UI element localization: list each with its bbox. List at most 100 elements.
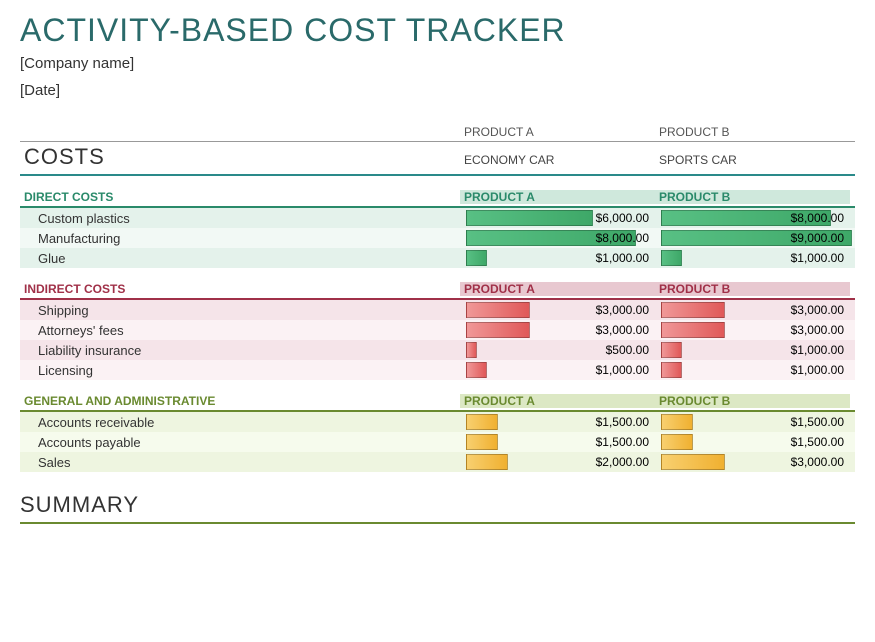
table-row: Liability insurance $500.00 $1,000.00: [20, 340, 855, 360]
databar: [661, 302, 725, 318]
section-title: DIRECT COSTS: [20, 190, 460, 204]
table-row: Glue $1,000.00 $1,000.00: [20, 248, 855, 268]
col-b-header: PRODUCT B: [655, 190, 850, 204]
value-cell-b: $1,000.00: [655, 249, 850, 267]
product-a-name: ECONOMY CAR: [464, 153, 554, 167]
databar: [466, 342, 477, 358]
section-direct: DIRECT COSTSPRODUCT APRODUCT BCustom pla…: [20, 190, 855, 268]
row-label: Sales: [20, 455, 460, 470]
section-header: INDIRECT COSTSPRODUCT APRODUCT B: [20, 282, 855, 300]
databar: [466, 414, 498, 430]
col-a-header: PRODUCT A: [460, 394, 655, 408]
table-row: Manufacturing$8,000.00 $9,000.00: [20, 228, 855, 248]
section-header: GENERAL AND ADMINISTRATIVEPRODUCT APRODU…: [20, 394, 855, 412]
row-label: Licensing: [20, 363, 460, 378]
row-label: Accounts payable: [20, 435, 460, 450]
value-cell-b: $3,000.00: [655, 321, 850, 339]
row-label: Attorneys' fees: [20, 323, 460, 338]
databar: [466, 362, 487, 378]
databar: [466, 302, 530, 318]
databar: [466, 250, 487, 266]
value-text: $3,000.00: [791, 303, 844, 317]
value-cell-b: $3,000.00: [655, 301, 850, 319]
value-text: $3,000.00: [596, 303, 649, 317]
value-text: $3,000.00: [791, 323, 844, 337]
value-text: $1,000.00: [791, 343, 844, 357]
col-b-header: PRODUCT B: [655, 394, 850, 408]
product-b-name: SPORTS CAR: [659, 153, 737, 167]
value-text: $9,000.00: [791, 231, 844, 245]
date-placeholder: [Date]: [20, 82, 855, 99]
row-label: Liability insurance: [20, 343, 460, 358]
value-cell-a: $3,000.00: [460, 321, 655, 339]
value-text: $1,000.00: [791, 251, 844, 265]
row-label: Manufacturing: [20, 231, 460, 246]
costs-heading-row: COSTS ECONOMY CAR SPORTS CAR: [20, 144, 855, 176]
value-cell-b: $1,000.00: [655, 361, 850, 379]
value-text: $1,000.00: [791, 363, 844, 377]
table-row: Attorneys' fees $3,000.00 $3,000.00: [20, 320, 855, 340]
company-name-placeholder: [Company name]: [20, 55, 855, 72]
section-title: GENERAL AND ADMINISTRATIVE: [20, 394, 460, 408]
databar: [661, 414, 693, 430]
value-text: $1,500.00: [596, 415, 649, 429]
value-text: $1,500.00: [596, 435, 649, 449]
row-label: Shipping: [20, 303, 460, 318]
value-text: $1,500.00: [791, 435, 844, 449]
value-text: $1,000.00: [596, 363, 649, 377]
col-a-header: PRODUCT A: [460, 282, 655, 296]
value-cell-b: $8,000.00: [655, 209, 850, 227]
databar: [466, 454, 508, 470]
row-label: Glue: [20, 251, 460, 266]
value-text: $1,500.00: [791, 415, 844, 429]
databar: [661, 250, 682, 266]
table-row: Accounts payable $1,500.00 $1,500.00: [20, 432, 855, 452]
section-ga: GENERAL AND ADMINISTRATIVEPRODUCT APRODU…: [20, 394, 855, 472]
value-text: $8,000.00: [791, 211, 844, 225]
table-row: Sales $2,000.00 $3,000.00: [20, 452, 855, 472]
value-cell-b: $1,500.00: [655, 433, 850, 451]
databar: [661, 342, 682, 358]
product-a-title: PRODUCT A: [460, 125, 655, 139]
row-label: Custom plastics: [20, 211, 460, 226]
value-text: $500.00: [606, 343, 649, 357]
table-row: Licensing $1,000.00 $1,000.00: [20, 360, 855, 380]
databar: [466, 322, 530, 338]
value-cell-a: $8,000.00: [460, 229, 655, 247]
value-text: $3,000.00: [791, 455, 844, 469]
row-label: Accounts receivable: [20, 415, 460, 430]
databar: [661, 434, 693, 450]
databar: [661, 322, 725, 338]
value-cell-a: $1,500.00: [460, 433, 655, 451]
databar: [661, 362, 682, 378]
databar: [661, 454, 725, 470]
summary-heading-row: SUMMARY: [20, 492, 855, 524]
table-row: Shipping $3,000.00 $3,000.00: [20, 300, 855, 320]
value-cell-a: $500.00: [460, 341, 655, 359]
table-row: Custom plastics $6,000.00 $8,000.00: [20, 208, 855, 228]
value-cell-a: $1,000.00: [460, 361, 655, 379]
section-header: DIRECT COSTSPRODUCT APRODUCT B: [20, 190, 855, 208]
col-a-header: PRODUCT A: [460, 190, 655, 204]
databar: [466, 434, 498, 450]
value-cell-b: $1,000.00: [655, 341, 850, 359]
value-text: $6,000.00: [596, 211, 649, 225]
value-text: $1,000.00: [596, 251, 649, 265]
section-indirect: INDIRECT COSTSPRODUCT APRODUCT BShipping…: [20, 282, 855, 380]
value-cell-a: $1,000.00: [460, 249, 655, 267]
costs-label: COSTS: [24, 144, 105, 169]
value-cell-b: $1,500.00: [655, 413, 850, 431]
table-row: Accounts receivable $1,500.00 $1,500.00: [20, 412, 855, 432]
product-b-title: PRODUCT B: [655, 125, 850, 139]
databar: [466, 210, 593, 226]
value-text: $3,000.00: [596, 323, 649, 337]
value-cell-a: $2,000.00: [460, 453, 655, 471]
value-cell-a: $1,500.00: [460, 413, 655, 431]
value-cell-a: $6,000.00: [460, 209, 655, 227]
value-text: $2,000.00: [596, 455, 649, 469]
value-cell-a: $3,000.00: [460, 301, 655, 319]
page-title: ACTIVITY-BASED COST TRACKER: [20, 12, 855, 49]
value-cell-b: $9,000.00: [655, 229, 850, 247]
section-title: INDIRECT COSTS: [20, 282, 460, 296]
value-cell-b: $3,000.00: [655, 453, 850, 471]
